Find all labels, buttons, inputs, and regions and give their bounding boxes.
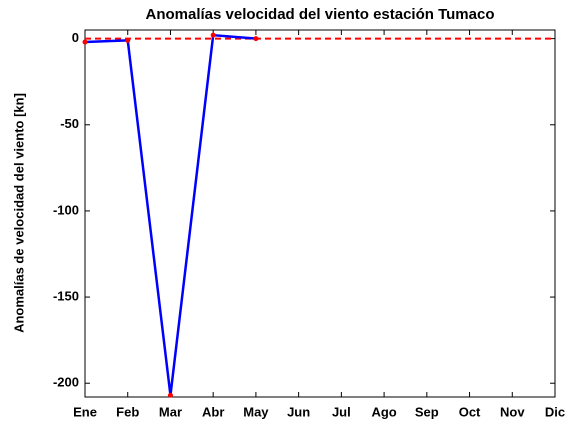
x-tick-label: Mar: [159, 404, 182, 419]
x-tick-label: Abr: [202, 404, 224, 419]
x-tick-label: Feb: [116, 404, 139, 419]
chart-title: Anomalías velocidad del viento estación …: [146, 6, 495, 23]
x-tick-label: May: [243, 404, 269, 419]
x-tick-label: Ago: [371, 404, 396, 419]
data-point: [125, 37, 131, 43]
data-point: [210, 32, 216, 38]
x-tick-label: Ene: [73, 404, 97, 419]
x-tick-label: Oct: [459, 404, 481, 419]
y-tick-label: -50: [60, 116, 79, 131]
x-tick-label: Sep: [415, 404, 439, 419]
y-tick-label: -200: [53, 375, 79, 390]
x-tick-label: Jun: [287, 404, 310, 419]
plot-area: [84, 29, 556, 398]
y-axis-label: Anomalías de velocidad del viento [kn]: [11, 93, 26, 333]
x-tick-label: Jul: [332, 404, 351, 419]
y-tick-label: -150: [53, 289, 79, 304]
data-point: [167, 392, 173, 398]
y-tick-label: 0: [72, 30, 79, 45]
x-tick-label: Dic: [545, 404, 565, 419]
x-tick-label: Nov: [500, 404, 525, 419]
y-tick-label: -100: [53, 202, 79, 217]
data-point: [253, 36, 259, 42]
data-point: [82, 39, 88, 45]
